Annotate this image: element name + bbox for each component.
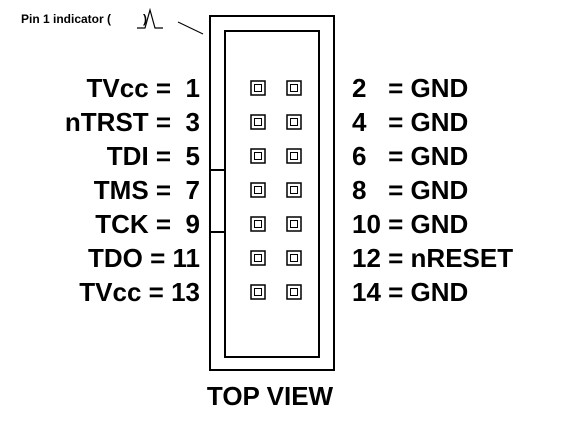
pin1-indicator-suffix: ) [143,12,148,26]
pin-label-right-10: 10 = GND [352,209,469,239]
pin-label-left-11: TDO = 11 [88,243,200,273]
pin-pad-inner-9 [254,220,262,228]
pin-label-right-12: 12 = nRESET [352,243,514,273]
pin1-pointer-line [177,21,204,35]
pin-label-left-1: TVcc = 1 [86,73,200,103]
pin-pad-inner-10 [290,220,298,228]
pin-pad-inner-3 [254,118,262,126]
pin-pad-inner-13 [254,288,262,296]
pin-label-right-4: 4 = GND [352,107,469,137]
pin-label-left-13: TVcc = 13 [79,277,200,307]
pin-pad-inner-1 [254,84,262,92]
pin-pad-inner-14 [290,288,298,296]
pin1-indicator-label: Pin 1 indicator () [21,12,147,26]
pin-pad-inner-4 [290,118,298,126]
pin-label-left-5: TDI = 5 [106,141,200,171]
pin1-indicator-prefix: Pin 1 indicator ( [21,12,112,26]
pin-label-left-3: nTRST = 3 [64,107,200,137]
pin-label-left-9: TCK = 9 [95,209,200,239]
pin-label-left-7: TMS = 7 [93,175,200,205]
pin-grid [250,80,302,300]
pin-pad-inner-7 [254,186,262,194]
pin-pad-inner-8 [290,186,298,194]
connector-housing-outer [209,15,335,371]
pin-label-right-2: 2 = GND [352,73,469,103]
pin1-triangle-icon [137,7,163,29]
pin-pad-inner-5 [254,152,262,160]
pin-pad-inner-12 [290,254,298,262]
pin-pad-inner-11 [254,254,262,262]
pin-pad-inner-6 [290,152,298,160]
polarization-key [209,169,226,233]
view-title: TOP VIEW [206,381,334,411]
pin-pad-inner-2 [290,84,298,92]
pin-label-right-14: 14 = GND [352,277,469,307]
pin-label-right-6: 6 = GND [352,141,469,171]
pin-label-right-8: 8 = GND [352,175,469,205]
connector-housing-inner [224,30,320,358]
